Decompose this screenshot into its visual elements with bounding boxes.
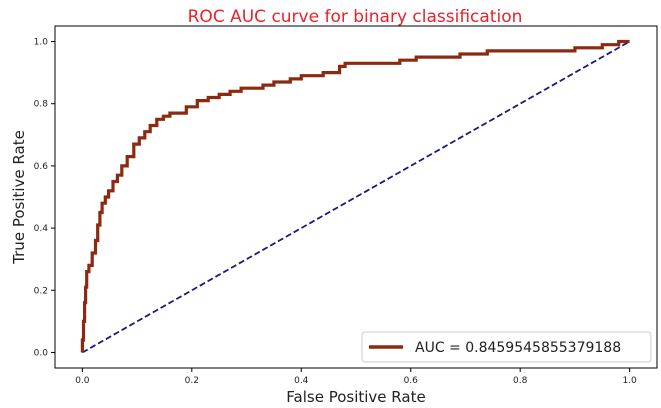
x-axis-ticks: 0.0 0.2 0.4 0.6 0.8 1.0 — [75, 368, 637, 386]
y-tick-label: 0.4 — [34, 224, 49, 234]
y-tick-label: 0.0 — [34, 348, 49, 358]
x-tick-label: 1.0 — [622, 376, 637, 386]
legend-box — [361, 331, 652, 363]
x-axis-label: False Positive Rate — [286, 388, 425, 406]
x-tick-label: 0.0 — [75, 376, 90, 386]
roc-curve-layer — [80, 39, 630, 353]
chance-diagonal-layer — [81, 40, 631, 354]
y-tick-label: 0.6 — [34, 162, 49, 172]
x-tick-label: 0.8 — [513, 376, 528, 386]
y-axis-ticks: 0.0 0.2 0.4 0.6 0.8 1.0 — [34, 38, 55, 358]
legend-label-roc: AUC = 0.8459545855379188 — [415, 340, 621, 356]
y-tick-label: 1.0 — [34, 38, 49, 48]
y-tick-label: 0.8 — [34, 100, 49, 110]
x-tick-label: 0.6 — [404, 376, 419, 386]
chart-title: ROC AUC curve for binary classification — [188, 7, 523, 27]
x-tick-label: 0.4 — [294, 376, 309, 386]
y-tick-label: 0.2 — [34, 286, 48, 296]
y-axis-label: True Positive Rate — [10, 130, 28, 265]
chance-diagonal-line — [81, 40, 631, 354]
x-tick-label: 0.2 — [185, 376, 199, 386]
legend: AUC = 0.8459545855379188 — [361, 331, 652, 363]
roc-curve-line — [80, 39, 630, 353]
